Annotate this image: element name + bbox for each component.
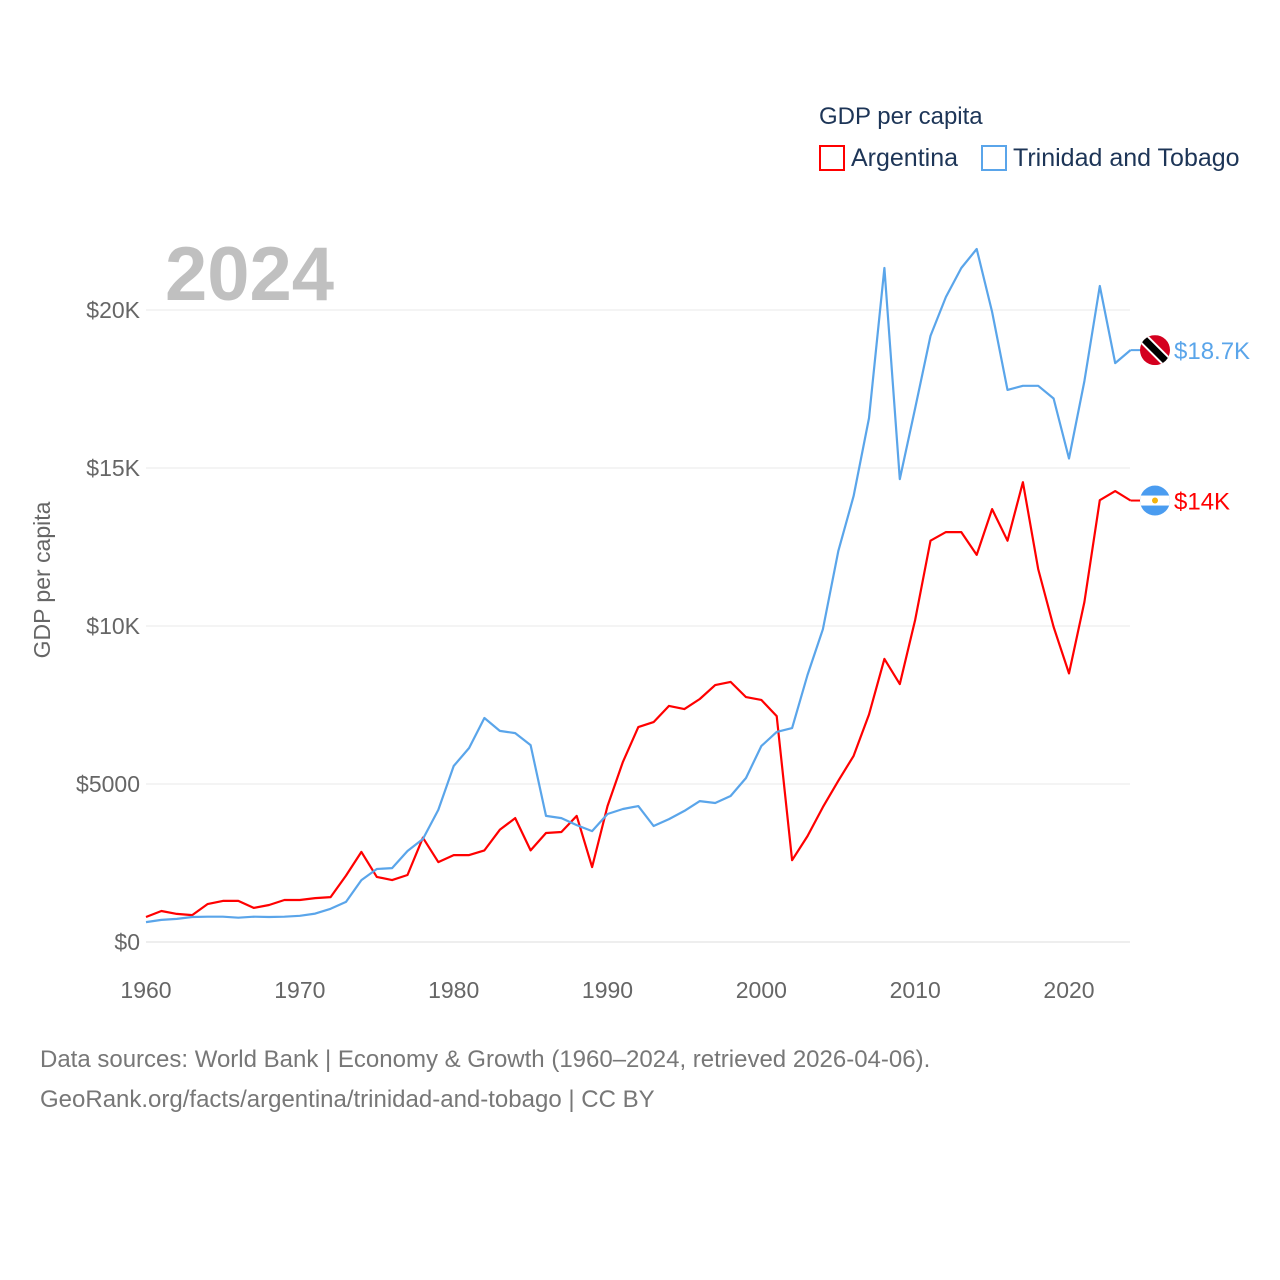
series-lines — [145, 247, 1132, 924]
x-tick-label: 1970 — [274, 977, 325, 1003]
end-value-label: $18.7K — [1174, 338, 1250, 365]
y-tick-label: $5000 — [76, 771, 140, 797]
x-tick-label: 2000 — [736, 977, 787, 1003]
footer-link[interactable]: GeoRank.org/facts/argentina/trinidad-and… — [40, 1086, 655, 1113]
flag — [1140, 335, 1170, 366]
y-tick-label: $20K — [86, 297, 140, 323]
legend-swatch-trinidad — [981, 145, 1007, 171]
trinidad-flag-icon — [1140, 335, 1170, 366]
y-tick-label: $0 — [114, 929, 140, 955]
current-year-label: 2024 — [165, 232, 334, 317]
y-tick-label: $10K — [86, 613, 140, 639]
legend-label-argentina: Argentina — [851, 144, 958, 172]
legend-title: GDP per capita — [819, 103, 983, 130]
series-end-labels: $14K $18.7K — [1130, 335, 1250, 516]
x-tick-label: 2010 — [890, 977, 941, 1003]
x-tick-label: 1960 — [120, 977, 171, 1003]
y-axis-ticks: $0 $5000 $10K $15K $20K — [76, 297, 141, 955]
gridlines — [146, 309, 1130, 943]
x-tick-label: 1990 — [582, 977, 633, 1003]
x-axis-ticks: 1960 1970 1980 1990 2000 2010 2020 — [120, 977, 1094, 1003]
flag-sun — [1152, 497, 1158, 504]
y-tick-label: $15K — [86, 455, 140, 481]
x-tick-label: 1980 — [428, 977, 479, 1003]
x-tick-label: 2020 — [1043, 977, 1094, 1003]
legend-item-argentina[interactable]: Argentina — [819, 144, 958, 172]
legend-swatch-argentina — [819, 145, 845, 171]
footer-sources: Data sources: World Bank | Economy & Gro… — [40, 1046, 931, 1073]
legend-label-trinidad: Trinidad and Tobago — [1013, 144, 1240, 172]
flag-black-stripe — [1140, 335, 1170, 366]
series-line-argentina — [145, 481, 1132, 919]
legend-item-trinidad[interactable]: Trinidad and Tobago — [981, 144, 1240, 172]
end-value-label: $14K — [1174, 489, 1230, 516]
argentina-flag-icon — [1140, 485, 1170, 516]
series-line-trinidad — [145, 247, 1132, 924]
flag — [1140, 485, 1170, 516]
y-axis-label: GDP per capita — [29, 501, 55, 658]
